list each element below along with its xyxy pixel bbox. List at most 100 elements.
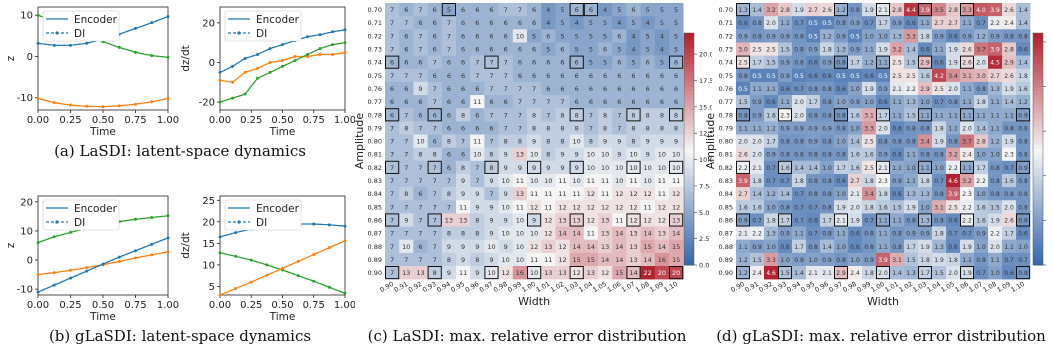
heatmap-cell <box>918 213 933 227</box>
heatmap-cell-value: 2.6 <box>1004 73 1014 80</box>
heatmap-cell-value: 9 <box>504 243 508 251</box>
heatmap-cell <box>498 213 514 227</box>
heatmap-cell-value: 6 <box>532 19 536 27</box>
heatmap-cell-value: 0.8 <box>864 244 874 251</box>
heatmap-cell-value: 6 <box>475 46 479 54</box>
heatmap-cell <box>918 95 933 109</box>
heatmap-cell-value: 7 <box>475 59 479 67</box>
heatmap-cell-value: 1.7 <box>1004 231 1014 238</box>
training-point-box <box>778 160 792 174</box>
colorbar-segment <box>1033 79 1043 84</box>
heatmap-cell-value: 7 <box>390 151 394 159</box>
y-axis-label: dz/dt <box>180 45 192 72</box>
heatmap-cell <box>862 239 877 254</box>
heatmap-cell-value: 15 <box>644 243 652 251</box>
training-point-box <box>918 55 932 69</box>
heatmap-cell <box>764 16 779 30</box>
heatmap-cell-value: 1.0 <box>836 244 846 251</box>
heatmap-cell <box>441 173 457 188</box>
y-tick-label: 0.86 <box>368 216 382 224</box>
heatmap-cell <box>988 147 1003 162</box>
heatmap-cell <box>876 252 891 267</box>
heatmap-cell <box>750 3 765 17</box>
heatmap-cell <box>820 29 835 43</box>
series-di-point <box>150 242 154 246</box>
heatmap-cell <box>527 266 542 280</box>
heatmap-cell-value: 13 <box>558 216 566 224</box>
heatmap-cell-value: 9 <box>532 216 536 224</box>
y-tick-label: 0.90 <box>368 269 382 277</box>
heatmap-cell <box>960 81 975 96</box>
x-tick-label: 1.00 <box>334 115 355 126</box>
heatmap-cell-value: 4.5 <box>990 60 1000 67</box>
series-di-point <box>85 104 89 108</box>
heatmap-cell <box>960 29 975 43</box>
training-point-box <box>736 160 750 174</box>
heatmap-cell-value: 0.7 <box>1018 257 1028 264</box>
heatmap-cell-value: 6 <box>546 59 550 67</box>
y-tick-label: 0.89 <box>368 256 382 264</box>
colorbar-segment <box>1033 234 1043 239</box>
heatmap-cell-value: 7 <box>433 256 437 264</box>
heatmap-cell-value: 0.6 <box>836 178 846 185</box>
training-point-box <box>778 266 792 280</box>
heatmap-cell <box>484 95 499 109</box>
heatmap-cell-value: 8 <box>560 138 564 146</box>
heatmap-cell <box>583 252 599 267</box>
heatmap-cell-value: 2.4 <box>962 152 972 159</box>
heatmap-cell <box>541 95 556 109</box>
heatmap-cell <box>527 252 542 267</box>
heatmap-cell <box>427 266 443 280</box>
colorbar-tick-label: 17.5 <box>699 77 712 85</box>
heatmap-cell <box>764 55 779 70</box>
heatmap-cell <box>932 121 947 135</box>
heatmap-cell <box>806 226 821 240</box>
heatmap-cell <box>904 68 919 83</box>
heatmap-cell-value: 0.9 <box>892 20 902 27</box>
heatmap-cell <box>946 252 961 267</box>
heatmap-cell <box>456 81 471 96</box>
heatmap-cell-value: 1.0 <box>808 257 818 264</box>
heatmap-cell <box>456 134 471 148</box>
heatmap-cell <box>918 81 933 96</box>
heatmap-cell-value: 1.9 <box>850 217 860 224</box>
heatmap-cell-value: 2.1 <box>836 217 846 224</box>
heatmap-cell-value: 1.1 <box>962 112 972 119</box>
heatmap-cell-value: 12 <box>502 269 510 277</box>
heatmap-cell-value: 2.5 <box>864 139 874 146</box>
heatmap-cell <box>918 187 933 201</box>
colorbar-segment <box>1033 145 1043 150</box>
heatmap-cell <box>778 42 793 56</box>
series-di-point <box>327 246 331 250</box>
caption-d: (d) gLaSDI: max. relative error distribu… <box>716 327 1046 345</box>
heatmap-cell-value: 6 <box>546 72 550 80</box>
heatmap-cell-value: 10 <box>629 151 637 159</box>
heatmap-cell-value: 2.9 <box>920 86 930 93</box>
heatmap-cell-value: 1.3 <box>906 191 916 198</box>
heatmap-cell <box>456 68 471 83</box>
heatmap-cell-value: 11 <box>573 190 581 198</box>
heatmap-cell <box>806 173 821 188</box>
colorbar-segment <box>1033 245 1043 251</box>
series-di-point <box>296 259 300 263</box>
heatmap-cell-value: 1.0 <box>836 191 846 198</box>
heatmap-cell <box>890 160 905 175</box>
heatmap-cell <box>862 55 877 70</box>
heatmap-cell-value: 1.7 <box>822 217 832 224</box>
colorbar-segment <box>1033 102 1043 107</box>
heatmap-cell <box>1016 266 1031 280</box>
heatmap-cell <box>484 173 499 188</box>
heatmap-cell-value: 1.4 <box>822 244 832 251</box>
heatmap-cell-value: 0.8 <box>990 178 1000 185</box>
training-point-box <box>441 3 457 17</box>
colorbar-segment <box>684 56 694 61</box>
series-di-point <box>331 30 334 34</box>
training-point-box <box>583 3 599 17</box>
training-point-box <box>778 213 792 227</box>
heatmap-cell <box>974 95 989 109</box>
heatmap-cell <box>876 213 891 227</box>
heatmap-cell-value: 10 <box>530 269 538 277</box>
heatmap-cell <box>778 29 793 43</box>
colorbar-segment <box>1033 230 1043 235</box>
heatmap-cell <box>1016 16 1031 30</box>
